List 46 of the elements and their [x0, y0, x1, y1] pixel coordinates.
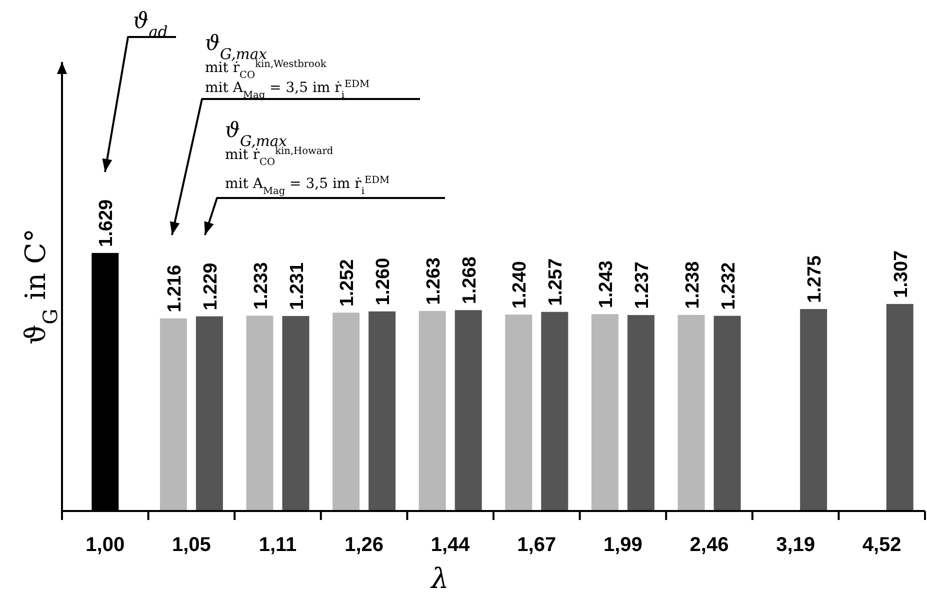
- bar: [418, 310, 446, 511]
- bar: [282, 316, 310, 511]
- text: ϑ$_{G,max}$: [205, 31, 268, 62]
- bar: [800, 309, 828, 511]
- bar: [541, 312, 568, 511]
- data-label: 1.629: [96, 199, 118, 247]
- bar: [246, 316, 274, 511]
- data-label: 1.237: [632, 262, 653, 310]
- bar: [886, 304, 914, 511]
- data-label: 1.216: [164, 264, 186, 312]
- bar: [332, 312, 360, 511]
- x-tick-label: 1,26: [344, 534, 384, 556]
- data-label: 1.243: [596, 260, 617, 308]
- x-axis-title: λ: [430, 562, 449, 595]
- bar: [160, 318, 187, 511]
- x-tick-label: 1,00: [86, 534, 125, 556]
- bar: [368, 311, 396, 511]
- data-label: 1.240: [510, 261, 531, 309]
- data-label: 1.229: [200, 262, 222, 310]
- bar: [454, 310, 482, 511]
- data-label: 1.252: [337, 259, 358, 307]
- bar: [591, 314, 618, 511]
- data-label: 1.268: [459, 256, 480, 304]
- text: ϑ$_{G,max}$: [225, 118, 288, 150]
- data-label: 1.231: [286, 262, 308, 310]
- x-tick-label: 1,99: [603, 534, 642, 556]
- x-tick-label: 1,05: [172, 534, 211, 556]
- x-tick-label: 2,46: [690, 534, 729, 556]
- bar: [627, 315, 654, 511]
- x-tick-label: 3,19: [776, 534, 816, 556]
- x-tick-label: 1,11: [258, 534, 297, 556]
- data-label: 1.233: [250, 262, 272, 310]
- x-tick-label: 1,67: [517, 534, 556, 556]
- data-label: 1.238: [682, 261, 704, 309]
- data-label: 1.232: [718, 262, 740, 310]
- data-label: 1.275: [804, 255, 826, 304]
- x-tick-label: 1,44: [430, 534, 471, 556]
- bar: [714, 316, 741, 511]
- bar: [505, 314, 532, 511]
- data-label: 1.260: [373, 258, 394, 306]
- data-label: 1.263: [423, 257, 444, 305]
- bar: [196, 316, 223, 511]
- data-label: 1.257: [546, 258, 567, 306]
- bar: [678, 314, 705, 511]
- data-label: 1.307: [890, 250, 912, 298]
- x-tick-label: 4,52: [862, 534, 902, 556]
